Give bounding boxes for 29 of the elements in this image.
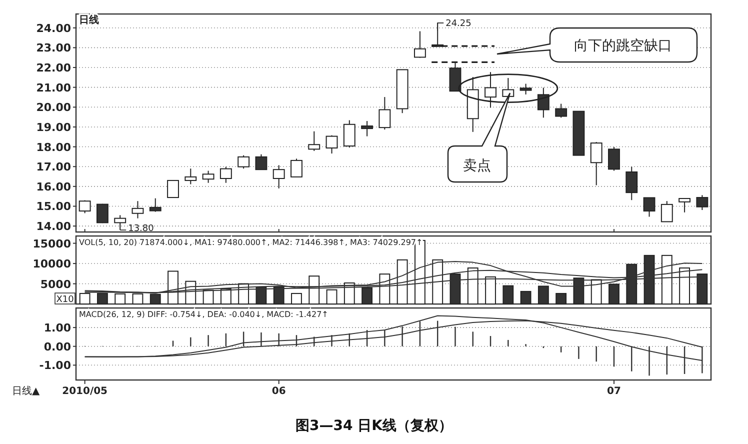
annotation: 卖点 [463, 158, 491, 174]
caption: 图3—34 日K线（复权） [296, 418, 452, 434]
annotation: 向下的跳空缺口 [574, 38, 672, 54]
text: 日线▲ [12, 385, 40, 397]
y-tick-label: 23.00 [36, 42, 72, 55]
y-tick-label: 20.00 [36, 101, 72, 114]
y-tick-label: 19.00 [36, 120, 72, 134]
y-tick-label: 21.00 [36, 81, 72, 94]
y-tick-label: 14.00 [36, 220, 72, 234]
y-tick-label: 1.00 [44, 322, 72, 335]
y-tick-label: 17.00 [36, 160, 72, 174]
y-tick-label: 22.00 [36, 62, 72, 75]
y-tick-label: 0.00 [44, 340, 72, 354]
x-tick-label: 2010/05 [62, 386, 108, 397]
y-tick-label: 10000 [32, 258, 72, 271]
y-tick-label: 18.00 [36, 140, 72, 154]
y-tick-label: 15000 [32, 237, 72, 250]
annotation: 24.25 [446, 18, 472, 29]
y-tick-label: -1.00 [39, 359, 72, 372]
y-tick-label: 16.00 [36, 180, 72, 194]
y-tick-label: 24.00 [36, 22, 72, 35]
y-tick-label: 5000 [40, 278, 72, 291]
chart-title: 日线 [79, 14, 99, 26]
x-tick-label: 07 [607, 386, 621, 397]
x-tick-label: 06 [272, 386, 286, 397]
chart-title: MACD(26, 12, 9) DIFF: -0.754↓, DEA: -0.040↓, MACD: -1.427↑ [79, 310, 328, 319]
annotation: 13.80 [128, 224, 154, 234]
y-axis-title: X10 [56, 295, 74, 305]
y-tick-label: 15.00 [36, 200, 72, 214]
